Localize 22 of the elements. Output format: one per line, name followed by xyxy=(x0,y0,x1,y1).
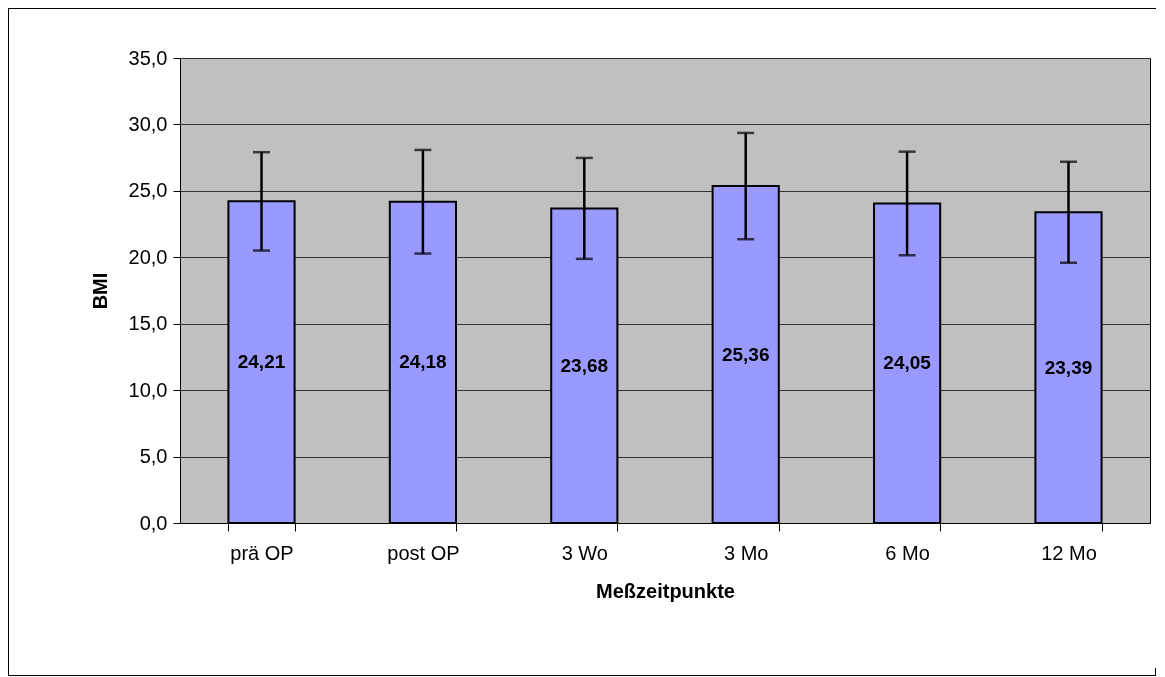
y-tick-label: 20,0 xyxy=(128,245,168,268)
x-tick-label: prä OP xyxy=(230,541,294,564)
y-tick-label: 25,0 xyxy=(128,179,168,202)
x-tick-label: 12 Mo xyxy=(1041,541,1097,564)
y-tick-label: 10,0 xyxy=(128,378,168,401)
x-tick-label: 6 Mo xyxy=(885,541,930,564)
x-tick-label: 3 Mo xyxy=(723,541,769,564)
data-label: 24,21 xyxy=(237,351,286,373)
y-tick-label: 35,0 xyxy=(128,46,168,69)
y-tick-label: 0,0 xyxy=(139,511,168,534)
y-tick-label: 15,0 xyxy=(128,312,168,335)
data-label: 25,36 xyxy=(721,343,770,365)
y-axis-title: BMI xyxy=(88,272,111,310)
data-label: 23,39 xyxy=(1044,356,1093,378)
y-tick-label: 30,0 xyxy=(128,112,168,135)
y-tick-label: 5,0 xyxy=(139,445,168,468)
x-tick-label: 3 Wo xyxy=(561,541,608,564)
x-tick-label: post OP xyxy=(387,541,460,564)
data-label: 23,68 xyxy=(560,354,609,376)
x-axis-title: Meßzeitpunkte xyxy=(596,579,735,602)
data-label: 24,05 xyxy=(883,352,932,374)
data-label: 24,18 xyxy=(399,351,447,373)
